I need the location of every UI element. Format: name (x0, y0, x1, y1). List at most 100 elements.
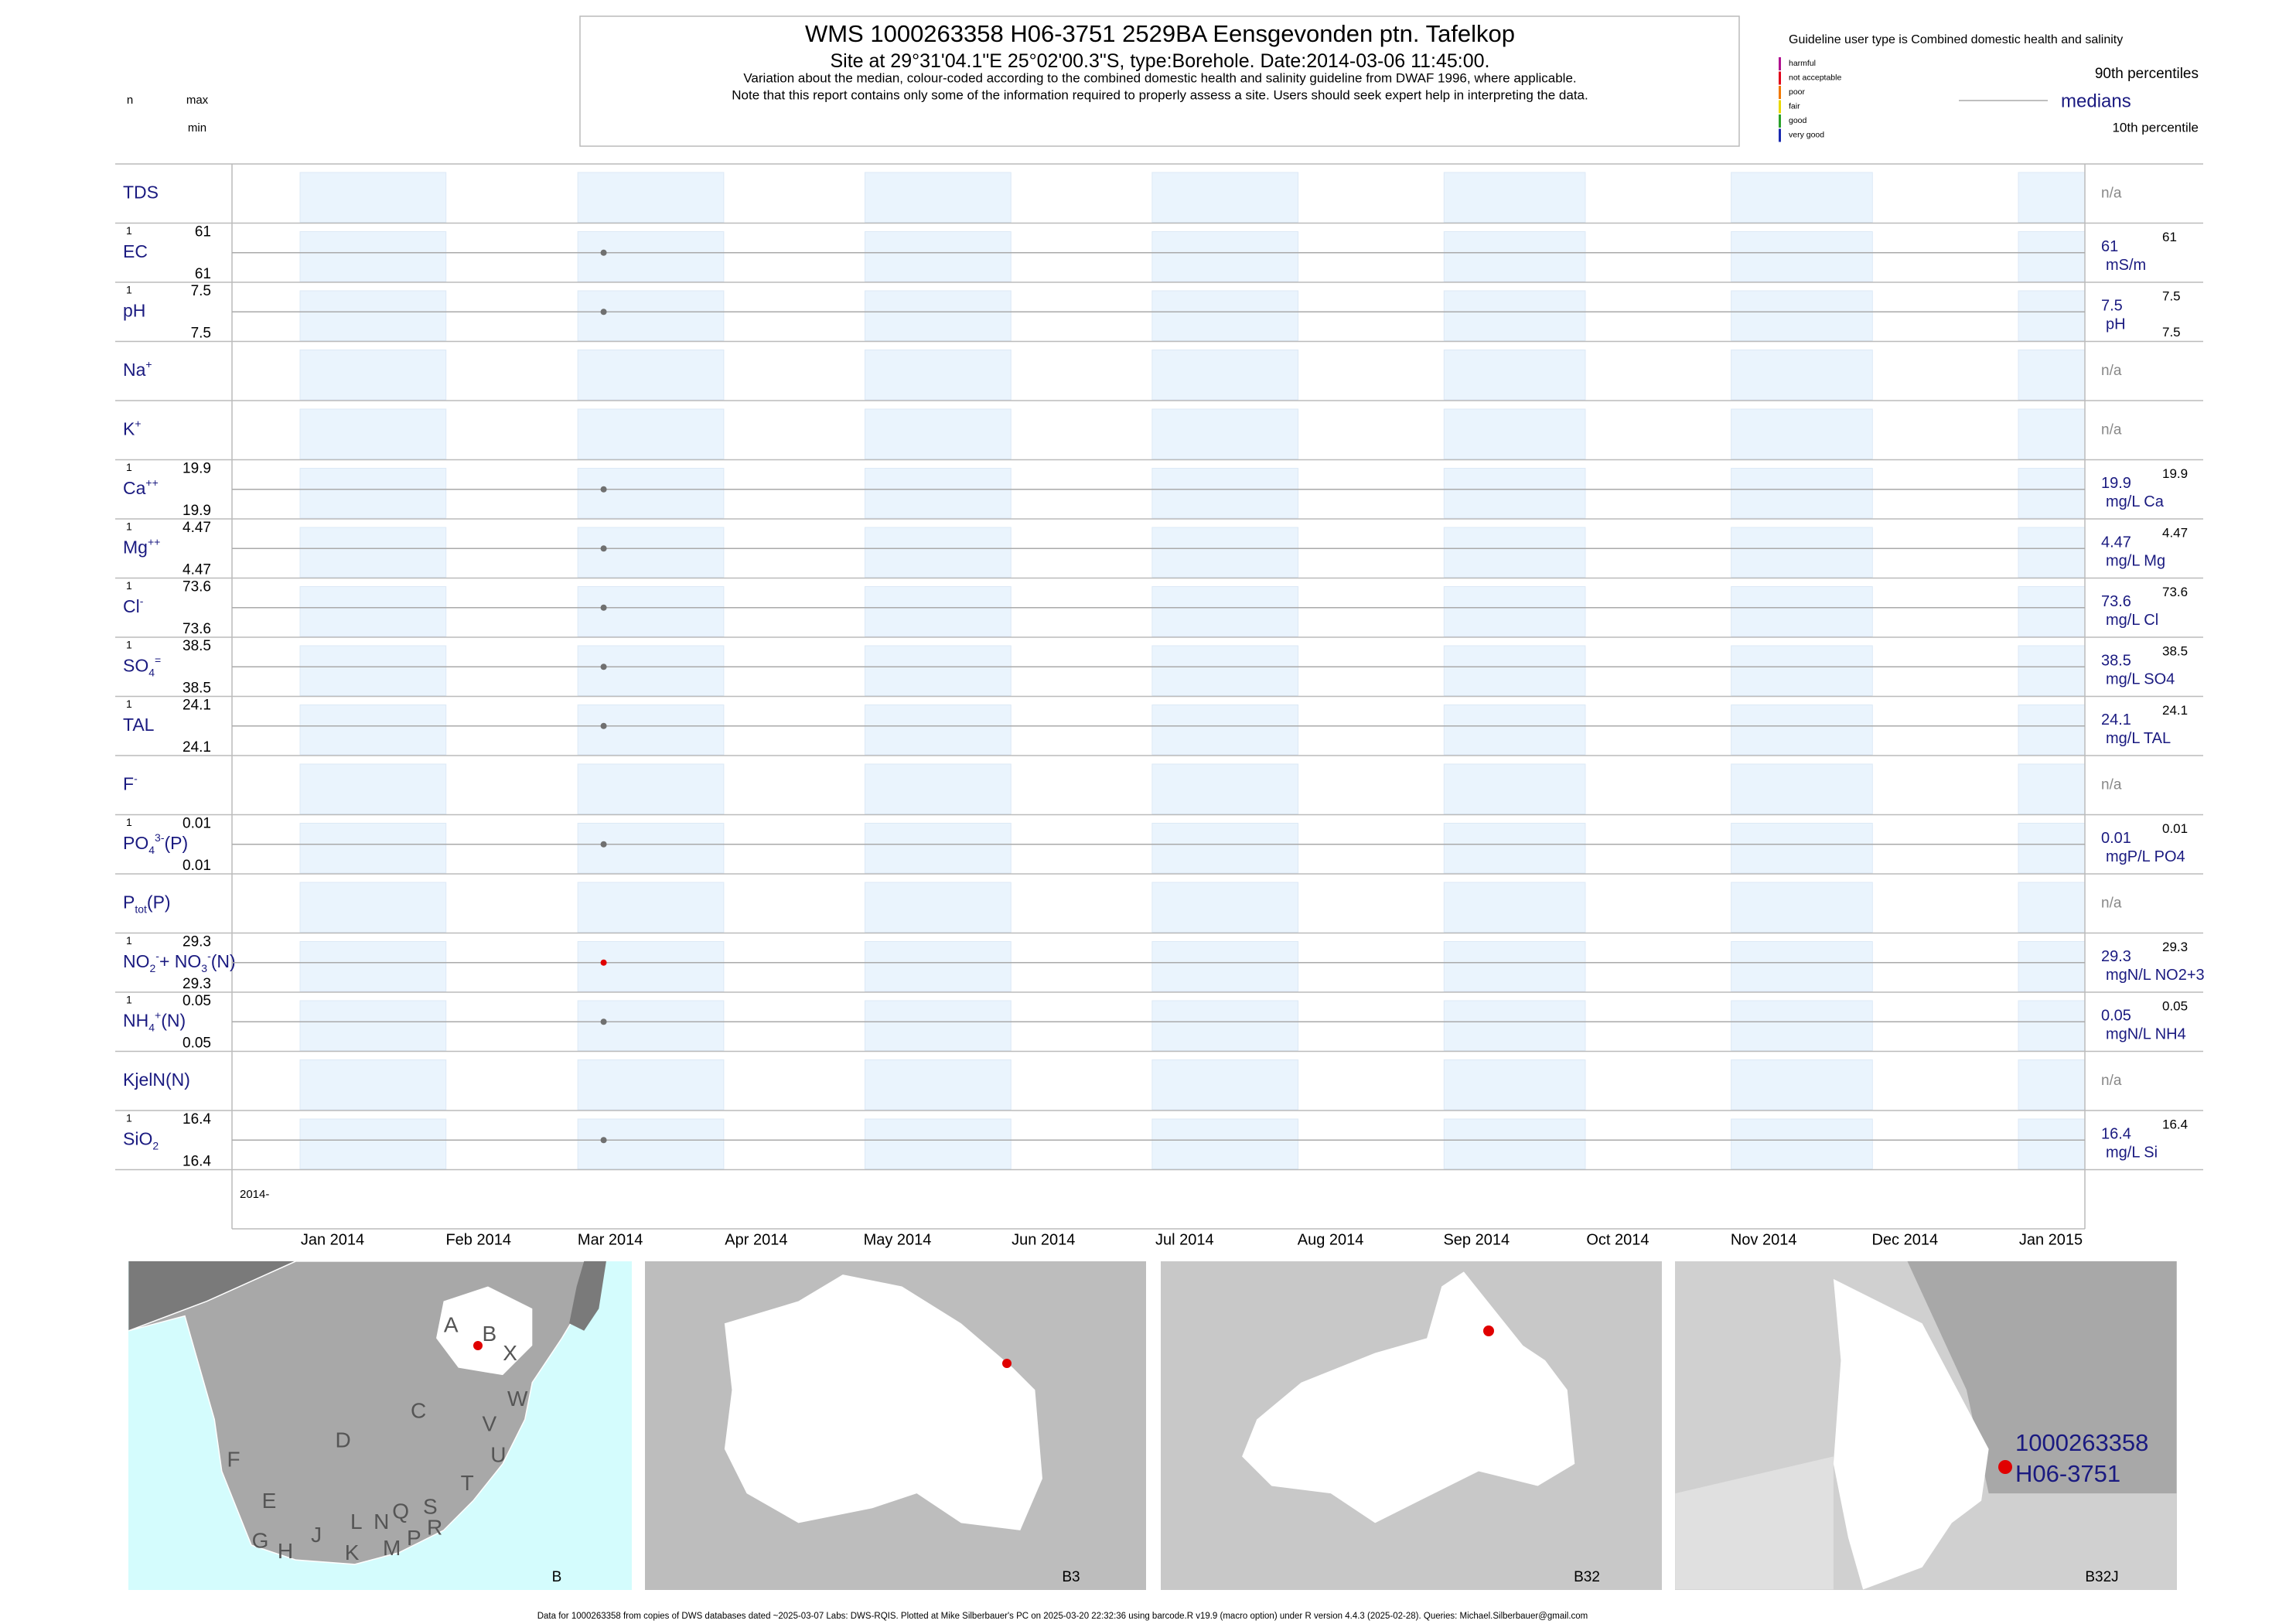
region-letter: C (411, 1398, 426, 1422)
month-band (577, 350, 725, 401)
label-part: EC (123, 241, 148, 261)
x-tick-label: Jan 2015 (2019, 1231, 2083, 1248)
legend-swatch (1779, 86, 1781, 99)
min-value: 16.4 (183, 1154, 211, 1170)
legend-swatch (1779, 114, 1781, 128)
x-tick-label: Jul 2014 (1155, 1231, 1214, 1248)
legend-swatch (1779, 100, 1781, 114)
month-band (577, 645, 725, 696)
unit: mg/L Cl (2106, 612, 2158, 629)
map-region (436, 1286, 533, 1376)
month-band (865, 290, 1012, 341)
label-part: (N) (211, 951, 236, 971)
label-part: + (145, 357, 152, 370)
month-band (299, 1118, 447, 1169)
month-band (2018, 350, 2086, 401)
month-band (2018, 1000, 2086, 1051)
label-part: TDS (123, 182, 159, 202)
parameter-label: SiO2 (123, 1128, 159, 1151)
key-min: min (188, 121, 206, 135)
x-tick-label: Jun 2014 (1012, 1231, 1075, 1248)
region-letter: L (350, 1510, 363, 1534)
parameter-label: SO4= (123, 653, 161, 678)
legend-medians: medians (2061, 90, 2131, 111)
month-band (1731, 1118, 1873, 1169)
min-value: 4.47 (183, 562, 211, 578)
sample-count: 1 (126, 579, 132, 592)
parameter-label: Ptot(P) (123, 892, 171, 915)
x-tick-label: Feb 2014 (445, 1231, 511, 1248)
map-shape (1675, 1456, 1834, 1590)
sample-point (600, 545, 607, 552)
unit: mgN/L NO2+3 (2106, 967, 2205, 984)
label-part: - (155, 949, 159, 961)
max-value: 4.47 (183, 520, 211, 536)
month-band (865, 941, 1012, 992)
month-band (1443, 645, 1586, 696)
legend-class: good (1789, 116, 1807, 125)
x-tick-label: Mar 2014 (578, 1231, 643, 1248)
sample-point (600, 249, 607, 256)
parameter-label: KjelN(N) (123, 1070, 190, 1090)
month-band (1151, 527, 1299, 578)
min-value: 0.05 (183, 1035, 211, 1052)
label-part: + (135, 417, 141, 429)
month-band (865, 763, 1012, 814)
subtitle: Site at 29°31'04.1"E 25°02'00.3"S, type:… (830, 50, 1489, 72)
unit: mS/m (2106, 257, 2146, 274)
median-value: 16.4 (2101, 1126, 2131, 1143)
label-part: ++ (148, 535, 160, 548)
not-available: n/a (2101, 421, 2122, 438)
label-part: (N) (161, 1010, 186, 1030)
median-value: 19.9 (2101, 475, 2131, 492)
month-band (1731, 645, 1873, 696)
unit: mgN/L NH4 (2106, 1026, 2186, 1043)
x-tick-label: Nov 2014 (1731, 1231, 1797, 1248)
month-band (1443, 586, 1586, 637)
month-band (1151, 882, 1299, 933)
label-part: Ca (123, 478, 146, 498)
month-band (1443, 941, 1586, 992)
month-band (2018, 172, 2086, 223)
label-part: (P) (147, 892, 171, 912)
month-band (577, 172, 725, 223)
min-value: 61 (195, 266, 211, 282)
max-value: 61 (195, 224, 211, 241)
sample-point (600, 309, 607, 316)
month-band (299, 1059, 447, 1111)
site-name: H06-3751 (2015, 1460, 2120, 1487)
month-band (1151, 1000, 1299, 1051)
min-value: 29.3 (183, 976, 211, 992)
month-band (1443, 763, 1586, 814)
median-value: 4.47 (2101, 534, 2131, 551)
month-band (1443, 1000, 1586, 1051)
month-band (1151, 705, 1299, 756)
month-band (299, 172, 447, 223)
p90-value: 24.1 (2162, 703, 2188, 718)
month-band (299, 941, 447, 992)
month-band (577, 1059, 725, 1111)
map-shape (128, 1261, 296, 1331)
region-letter: R (427, 1515, 442, 1539)
month-band (299, 350, 447, 401)
month-band (1731, 290, 1873, 341)
sample-point (600, 841, 607, 848)
month-band (865, 645, 1012, 696)
region-letter: E (262, 1489, 277, 1513)
p90-value: 38.5 (2162, 643, 2188, 658)
parameter-label: EC (123, 241, 148, 261)
month-band (299, 408, 447, 459)
key-n: n (127, 94, 133, 107)
unit: mg/L Mg (2106, 553, 2165, 570)
site-marker (473, 1341, 483, 1350)
x-tick-label: May 2014 (864, 1231, 932, 1248)
p90-value: 16.4 (2162, 1117, 2188, 1131)
month-band (1151, 468, 1299, 519)
label-part: tot (135, 902, 147, 915)
month-band (1151, 823, 1299, 874)
map-basin (724, 1274, 1042, 1530)
month-band (299, 527, 447, 578)
month-band (577, 290, 725, 341)
sample-point (600, 664, 607, 670)
